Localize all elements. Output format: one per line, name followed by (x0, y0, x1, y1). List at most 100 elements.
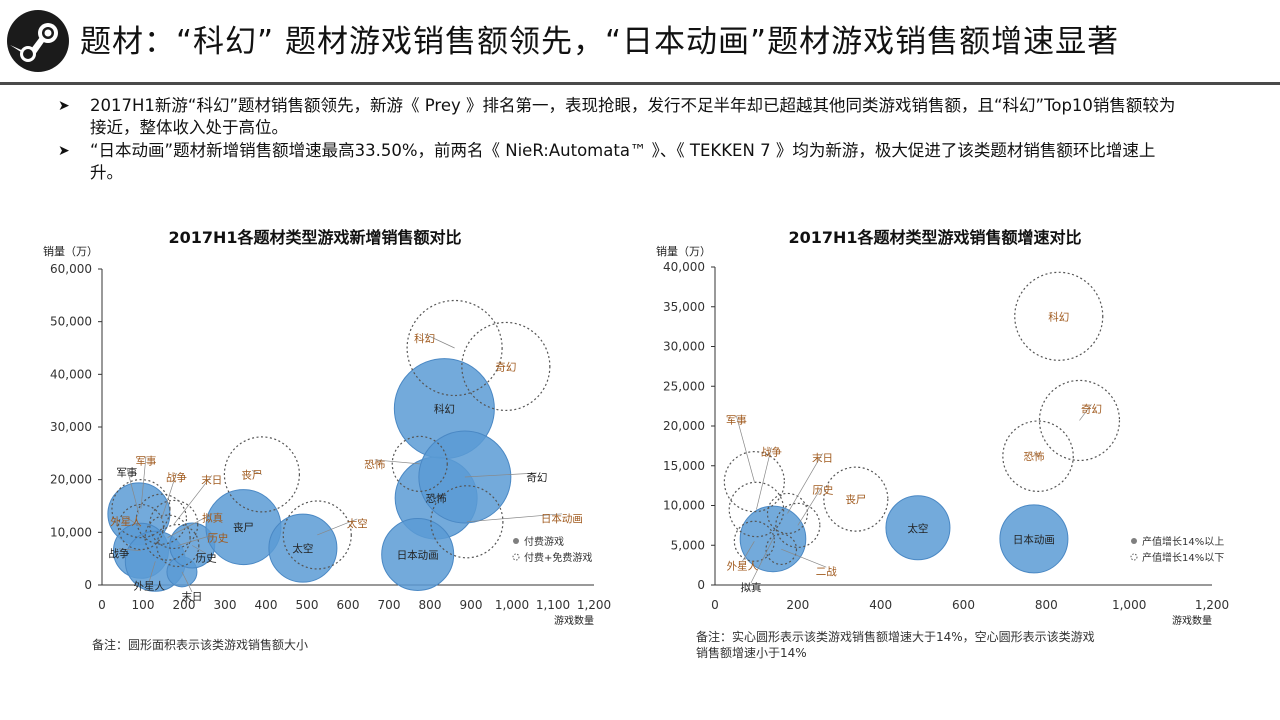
y-tick-label: 20,000 (50, 473, 92, 487)
bubble-label: 军事 (116, 466, 137, 479)
bubble-label: 丧尸 (845, 494, 866, 506)
chart-note-left: 备注：圆形面积表示该类游戏销售额大小 (92, 638, 309, 652)
bubble-leader-line (1079, 404, 1092, 421)
header: 题材：“科幻” 题材游戏销售额领先，“日本动画”题材游戏销售额增速显著 (0, 0, 1280, 85)
bubble-leader-line (251, 470, 263, 475)
bubble-dotted (430, 485, 504, 559)
chart-note-right: 备注：实心圆形表示该类游戏销售额增速大于14%，空心圆形表示该类游戏销售额增速小… (696, 630, 1095, 660)
bubble-dotted (461, 321, 551, 412)
chart-title: 2017H1各题材类型游戏新增销售额对比 (168, 228, 461, 247)
x-tick-label: 900 (460, 598, 483, 612)
bubble-label: 战争 (108, 547, 129, 560)
bubble-dotted (406, 299, 503, 397)
bubble-label: 奇幻 (495, 360, 516, 373)
bubble-leader-line (118, 548, 141, 552)
x-tick-label: 400 (869, 598, 892, 612)
y-tick-label: 10,000 (663, 499, 705, 513)
y-tick-label: 25,000 (663, 379, 705, 393)
x-tick-label: 500 (296, 598, 319, 612)
bubble-label: 战争 (761, 445, 782, 458)
legend-marker-filled (513, 538, 519, 544)
bubble-dotted (156, 523, 200, 568)
bubble-label: 日本动画 (541, 512, 583, 525)
x-tick-label: 200 (173, 598, 196, 612)
x-tick-label: 1,000 (495, 598, 529, 612)
x-tick-label: 700 (378, 598, 401, 612)
x-tick-label: 1,000 (1112, 598, 1146, 612)
bubble-dotted (282, 500, 352, 570)
bubble-leader-line (126, 467, 140, 514)
bubble-label: 太空 (292, 542, 313, 555)
bubble-leader-line (781, 548, 827, 568)
x-tick-label: 100 (132, 598, 155, 612)
bubble-label: 科幻 (434, 403, 455, 416)
bubble-leader-line (756, 447, 772, 510)
bubble-label: 末日 (201, 473, 222, 486)
bubble-label: 外星人 (134, 580, 166, 592)
y-tick-label: 15,000 (663, 459, 705, 473)
bubble-label: 日本动画 (1013, 533, 1055, 546)
x-tick-label: 600 (952, 598, 975, 612)
bubble-label: 历史 (196, 553, 217, 565)
y-tick-label: 30,000 (663, 340, 705, 354)
bubble-label: 历史 (812, 484, 833, 496)
bubble-label: 太空 (347, 517, 368, 530)
header-divider (0, 82, 1280, 85)
bubble-dotted (223, 436, 300, 513)
bubble-leader-line (148, 561, 156, 582)
y-tick-label: 60,000 (50, 262, 92, 276)
y-axis-label: 销量（万） (43, 244, 98, 258)
bubble-dotted (117, 503, 165, 551)
bubble-label: 太空 (907, 522, 928, 535)
bubble-label: 丧尸 (241, 469, 262, 481)
bubble-dotted (823, 466, 889, 532)
x-tick-label: 1,100 (536, 598, 570, 612)
y-tick-label: 5,000 (671, 538, 705, 552)
bubble-leader-line (192, 545, 207, 554)
bullet-item: ➤ 2017H1新游“科幻”题材销售额领先，新游《 Prey 》排名第一，表现抢… (58, 95, 1188, 139)
x-tick-label: 0 (711, 598, 719, 612)
steam-logo-icon (7, 10, 69, 72)
legend-marker-dotted (1130, 553, 1138, 561)
bubble-dotted (1038, 379, 1121, 462)
x-axis-label: 游戏数量 (554, 614, 594, 627)
bubble-label: 拟真 (740, 581, 761, 594)
chart-title: 2017H1各题材类型游戏销售额增速对比 (788, 228, 1081, 247)
legend-label: 产值增长14%以下 (1142, 551, 1224, 564)
bubble-leader-line (736, 415, 755, 482)
bubble-label: 拟真 (202, 512, 223, 525)
bubble-leader-line (750, 538, 774, 584)
bubble-filled (885, 495, 951, 561)
bubble-leader-line (317, 518, 358, 536)
arrow-right-icon: ➤ (58, 143, 70, 159)
bubble-label: 日本动画 (397, 548, 439, 561)
bubble-leader-line (161, 473, 177, 520)
bubble-dotted (1014, 271, 1104, 361)
x-tick-label: 300 (214, 598, 237, 612)
bubble-leader-line (140, 456, 147, 509)
bubble-label: 恐怖 (1024, 450, 1045, 463)
bubble-label: 科幻 (414, 332, 435, 345)
legend-marker-filled (1131, 538, 1137, 544)
bubble-label: 军事 (135, 455, 156, 468)
bubble-leader-line (797, 485, 824, 526)
bullet-text: 2017H1新游“科幻”题材销售额领先，新游《 Prey 》排名第一，表现抢眼，… (90, 96, 1176, 137)
bubble-dotted (733, 520, 775, 562)
y-axis-label: 销量（万） (656, 244, 711, 258)
x-tick-label: 0 (98, 598, 106, 612)
bubble-dotted (765, 533, 798, 566)
bubble-label: 战争 (166, 471, 187, 484)
y-tick-label: 0 (84, 578, 92, 592)
x-tick-label: 200 (786, 598, 809, 612)
x-tick-label: 800 (419, 598, 442, 612)
bubble-dotted (766, 492, 809, 535)
y-tick-label: 40,000 (50, 367, 92, 381)
y-tick-label: 35,000 (663, 300, 705, 314)
bubble-dotted (1002, 420, 1074, 493)
bubble-label: 末日 (181, 590, 202, 603)
bullet-text: “日本动画”题材新增销售额增速最高33.50%，前两名《 NieR:Automa… (90, 141, 1156, 182)
bubble-dotted (391, 435, 448, 492)
x-tick-label: 1,200 (1195, 598, 1229, 612)
page-title: 题材：“科幻” 题材游戏销售额领先，“日本动画”题材游戏销售额增速显著 (80, 24, 1120, 60)
